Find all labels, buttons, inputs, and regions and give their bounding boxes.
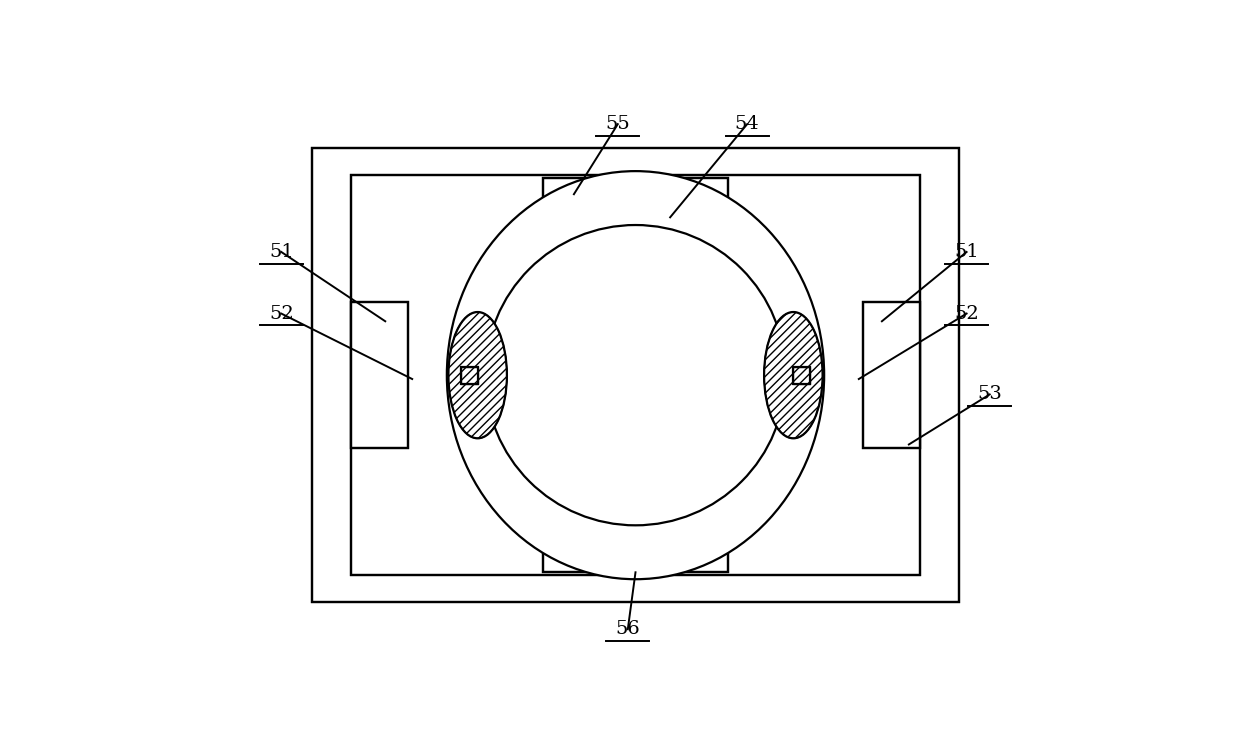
Bar (543, 178, 728, 207)
Bar (461, 366, 479, 383)
Text: 51: 51 (955, 243, 978, 261)
Bar (792, 366, 810, 383)
Text: 55: 55 (605, 115, 630, 133)
Bar (351, 175, 920, 575)
Bar (543, 543, 728, 572)
Text: 53: 53 (977, 386, 1002, 403)
Ellipse shape (449, 312, 507, 438)
Text: 52: 52 (955, 305, 978, 323)
Bar (351, 302, 408, 449)
Ellipse shape (446, 171, 825, 579)
Text: 54: 54 (735, 115, 760, 133)
Bar (792, 366, 810, 383)
Bar (863, 302, 920, 449)
Text: 52: 52 (269, 305, 294, 323)
Ellipse shape (764, 312, 822, 438)
Bar (543, 178, 728, 207)
Text: 51: 51 (269, 243, 294, 261)
Bar (461, 366, 479, 383)
Text: 56: 56 (615, 620, 640, 638)
Bar (351, 175, 920, 575)
Bar (351, 302, 408, 449)
Bar (312, 148, 959, 603)
Bar (863, 302, 920, 449)
Bar (543, 543, 728, 572)
Bar (312, 148, 959, 603)
Circle shape (485, 225, 786, 526)
